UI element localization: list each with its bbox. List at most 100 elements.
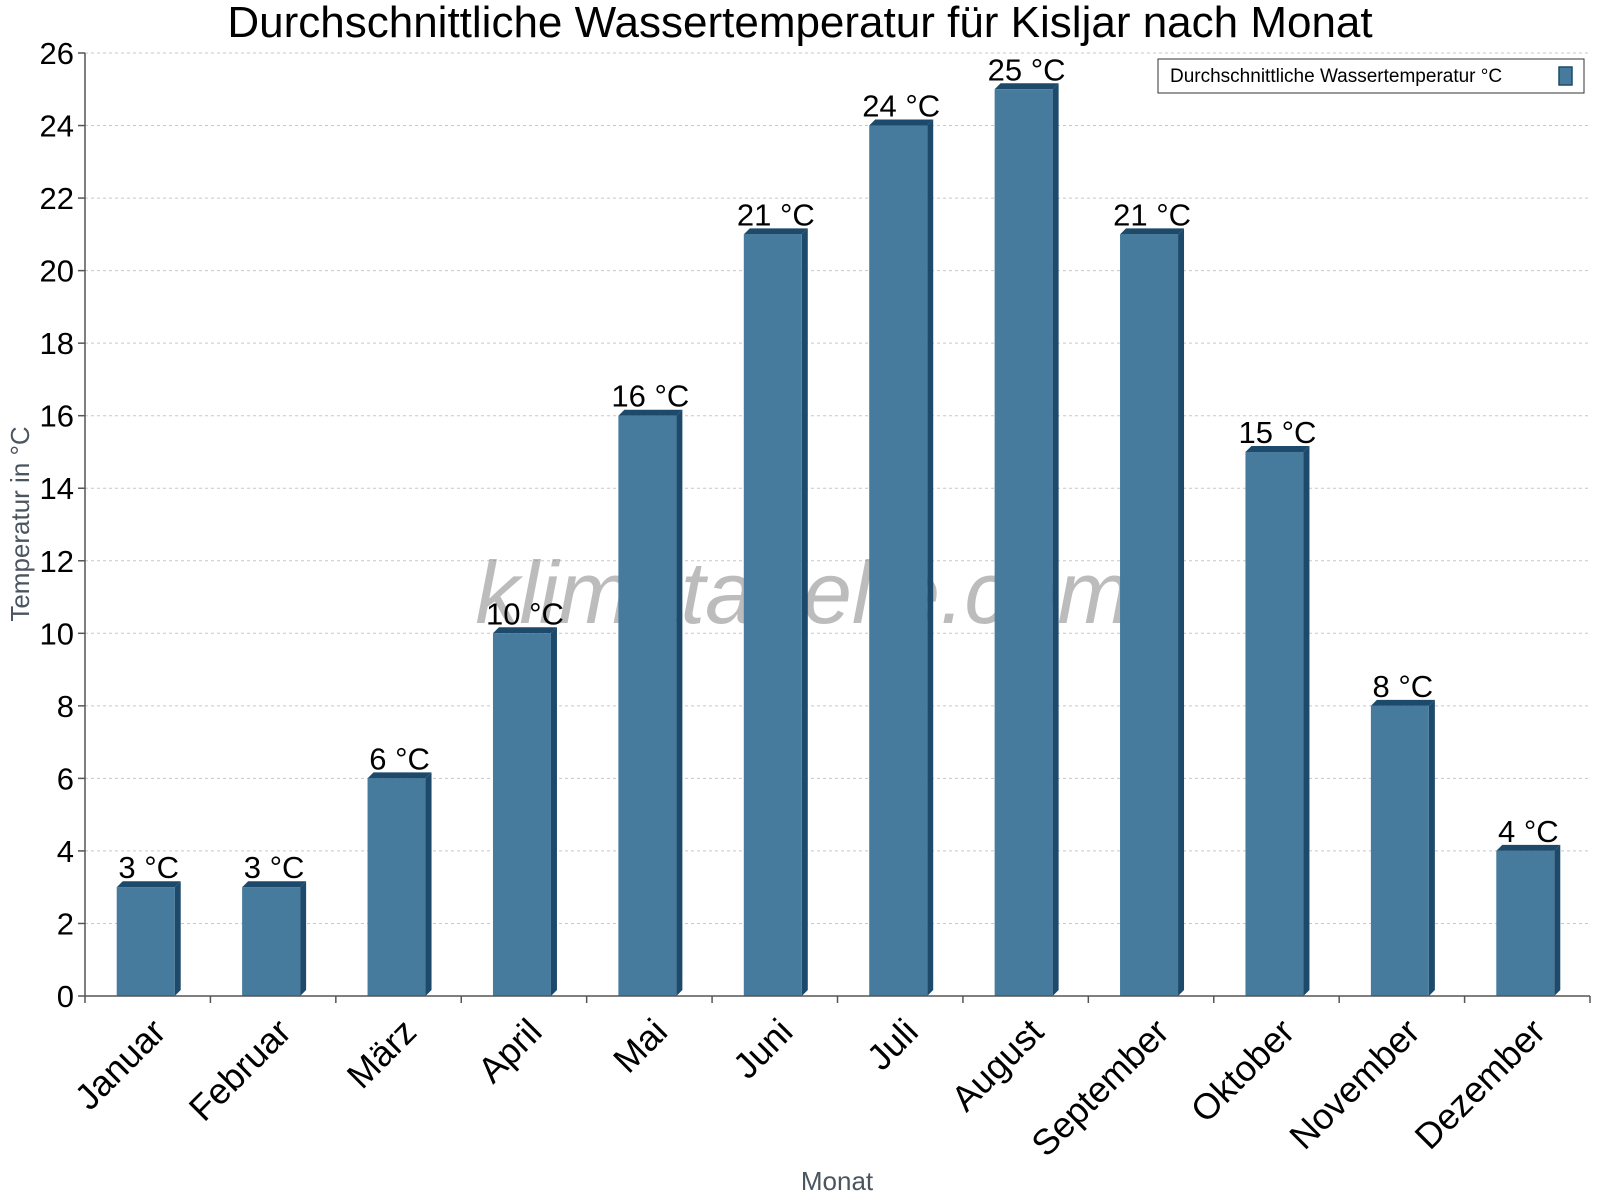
x-tick-label: Februar (181, 1011, 299, 1129)
bar-top (743, 228, 808, 235)
bar (116, 881, 181, 996)
y-tick-label: 6 (57, 761, 74, 796)
bar (242, 881, 307, 996)
bar (1245, 445, 1310, 996)
bar (869, 119, 934, 997)
bar-side (676, 409, 683, 996)
value-label: 8 °C (1373, 669, 1434, 704)
x-tick-label: November (1281, 1011, 1427, 1157)
bar (1496, 844, 1561, 996)
bar-front (743, 234, 802, 996)
x-tick-label: April (470, 1011, 550, 1091)
y-tick-label: 20 (40, 254, 74, 289)
bar-side (550, 627, 557, 996)
y-tick-label: 0 (57, 979, 74, 1014)
y-tick-label: 10 (40, 616, 74, 651)
bar (618, 409, 683, 996)
y-tick-label: 12 (40, 544, 74, 579)
y-axis-title: Temperatur in °C (5, 426, 35, 621)
value-label: 21 °C (1113, 197, 1191, 232)
bar-top (116, 881, 181, 888)
x-tick-labels: Januar Februar März April Mai Juni Juli AugustS… (67, 996, 1591, 1165)
legend: Durchschnittliche Wassertemperatur °C (1157, 58, 1585, 94)
bar-front (116, 887, 175, 996)
x-tick-label: Juli (859, 1011, 926, 1078)
bar-top (618, 409, 683, 416)
bar-front (242, 887, 301, 996)
x-axis-title: Monat (801, 1166, 874, 1196)
bar (1120, 228, 1185, 996)
bar-top (492, 627, 557, 634)
x-tick-label: September (1023, 1011, 1177, 1165)
bar-front (618, 415, 677, 996)
y-tick-label: 8 (57, 689, 74, 724)
bar-top (242, 881, 307, 888)
bar-front (1370, 705, 1429, 996)
value-label: 16 °C (611, 379, 689, 414)
bars (116, 83, 1561, 997)
x-tick-label: Oktober (1183, 1011, 1303, 1131)
legend-box (1157, 58, 1585, 94)
bar (367, 772, 432, 996)
bar-side (1554, 844, 1561, 996)
bar (994, 83, 1059, 997)
value-label: 15 °C (1239, 415, 1317, 450)
bar-side (927, 119, 934, 997)
bar-side (1052, 83, 1059, 997)
bar-side (1178, 228, 1185, 996)
value-labels: 3 °C 3 °C 6 °C 10 °C 16 °C 21 °C 24 °C 25 °C 21 … (118, 52, 1558, 885)
bar-top (994, 83, 1059, 90)
chart-title: Durchschnittliche Wassertemperatur für K… (227, 0, 1372, 47)
y-tick-label: 22 (40, 181, 74, 216)
bar-front (994, 89, 1053, 997)
value-label: 21 °C (737, 197, 815, 232)
bar-top (869, 119, 934, 126)
value-label: 25 °C (988, 52, 1066, 87)
bar-side (425, 772, 432, 996)
x-tick-label: August (943, 1011, 1051, 1119)
value-label: 24 °C (862, 89, 940, 124)
value-label: 6 °C (369, 741, 430, 776)
bar-top (1496, 844, 1561, 851)
bar-top (1370, 699, 1435, 706)
y-tick-label: 14 (40, 471, 74, 506)
bar-top (367, 772, 432, 779)
axes (84, 53, 1590, 997)
bar (1370, 699, 1435, 996)
x-tick-label: Juni (725, 1011, 801, 1087)
legend-swatch (1558, 66, 1573, 86)
bar-top (1245, 445, 1310, 452)
bar-side (1428, 699, 1435, 996)
bar-front (492, 633, 551, 996)
bar-front (367, 778, 426, 996)
grid-lines (85, 52, 1590, 924)
y-tick-label: 24 (40, 109, 74, 144)
bar-side (801, 228, 808, 996)
y-tick-label: 2 (57, 906, 74, 941)
legend-label: Durchschnittliche Wassertemperatur °C (1170, 66, 1502, 87)
x-tick-label: Januar (67, 1011, 174, 1118)
y-tick-label: 26 (40, 36, 74, 71)
x-tick-label: Dezember (1407, 1011, 1553, 1157)
value-label: 10 °C (486, 596, 564, 631)
x-tick-label: März (339, 1011, 425, 1097)
bar (743, 228, 808, 996)
bar-front (1245, 451, 1304, 996)
bar-side (1303, 445, 1310, 996)
bar (492, 627, 557, 996)
bar-side (300, 881, 307, 996)
bar-front (1120, 234, 1179, 996)
bar-front (1496, 850, 1555, 996)
value-label: 3 °C (118, 850, 179, 885)
value-label: 4 °C (1498, 814, 1559, 849)
y-tick-label: 16 (40, 399, 74, 434)
bar-front (869, 125, 928, 997)
y-tick-label: 18 (40, 326, 74, 361)
x-tick-label: Mai (605, 1011, 675, 1081)
value-label: 3 °C (244, 850, 305, 885)
bar-side (174, 881, 181, 996)
bar-top (1120, 228, 1185, 235)
